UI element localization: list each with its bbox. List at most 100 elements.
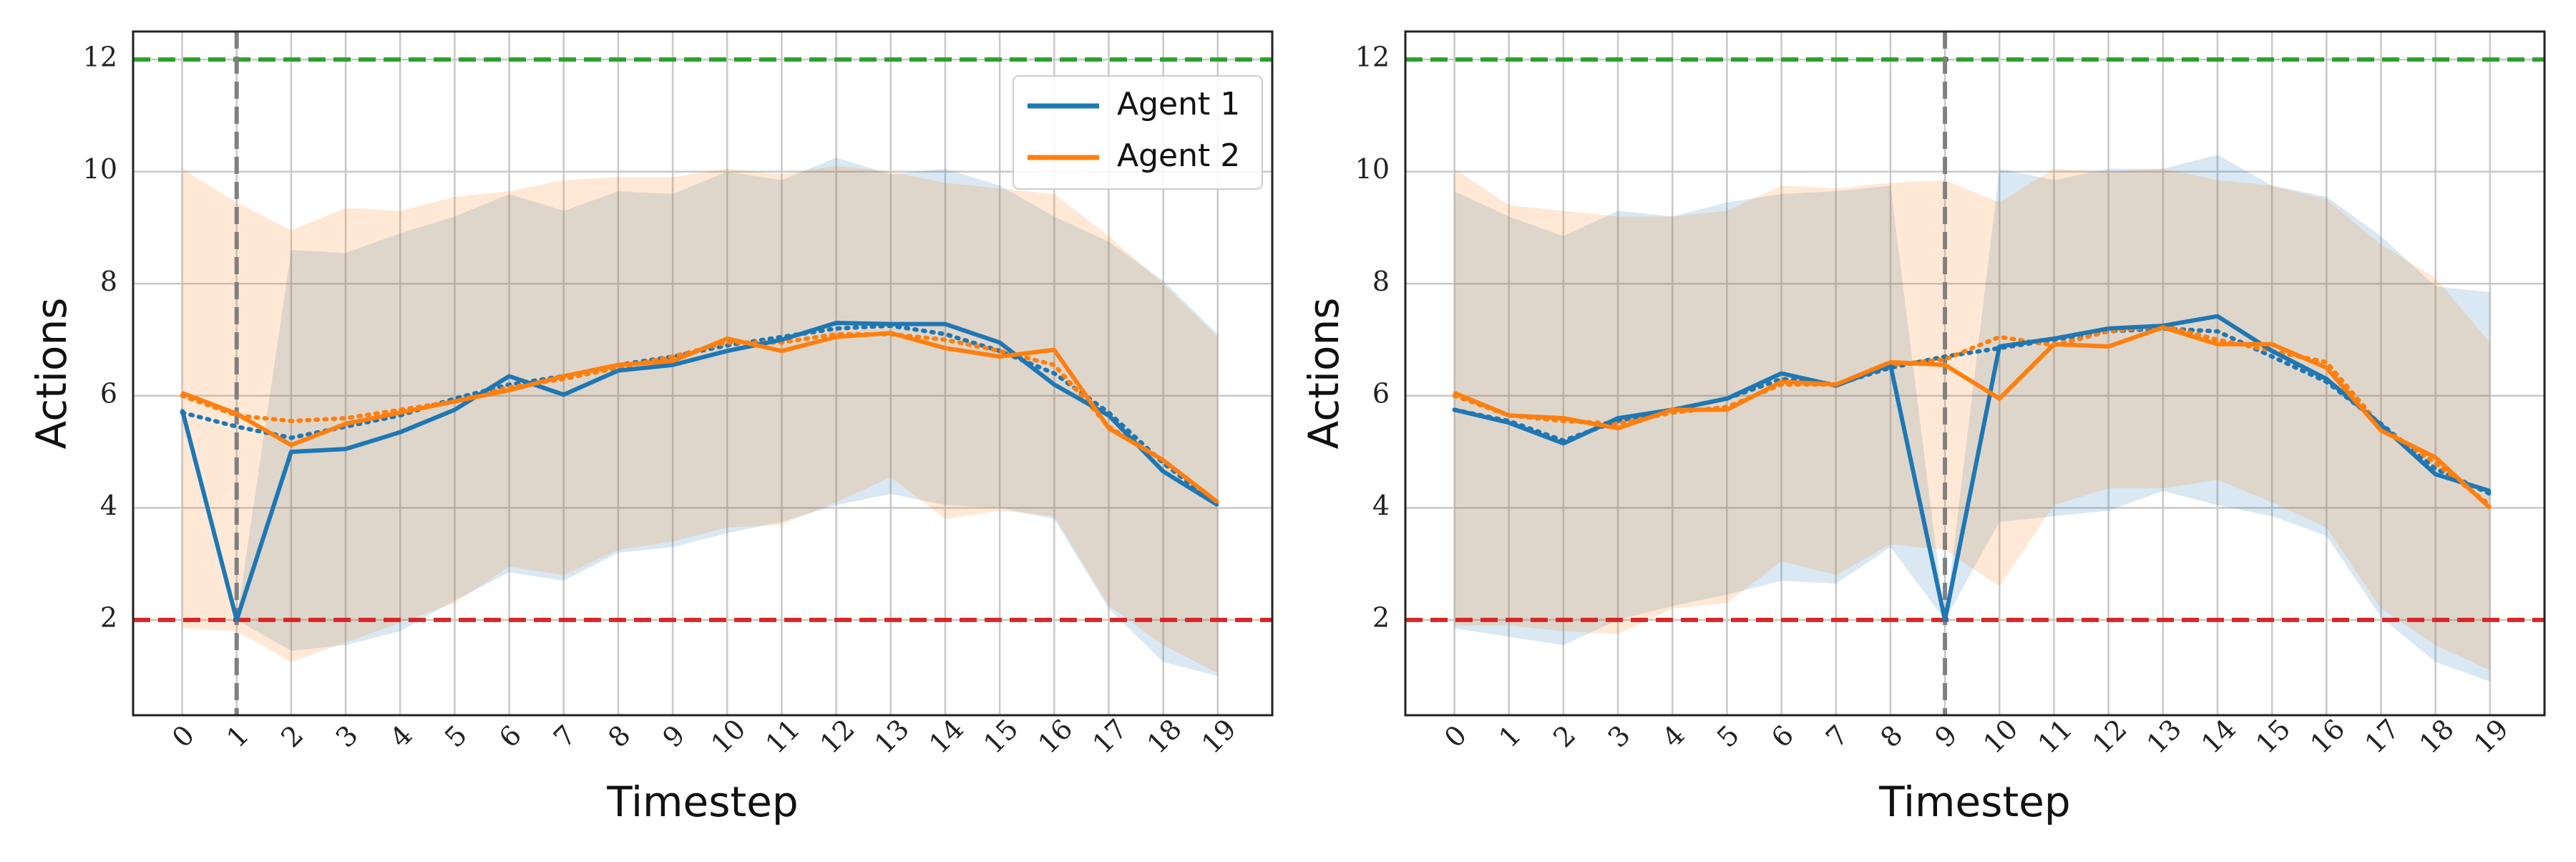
data-point-agent-2 — [780, 349, 783, 352]
data-point-agent-1 — [944, 323, 947, 326]
x-tick-label: 18 — [1141, 713, 1188, 760]
data-point-agent-2 — [726, 337, 728, 340]
data-point-agent-1 — [1780, 372, 1783, 374]
data-point-agent-2 — [1562, 417, 1565, 420]
data-point-agent-1 — [1998, 345, 2001, 348]
data-point-agent-2 — [344, 422, 347, 425]
data-point-agent-2 — [889, 331, 892, 334]
data-point-agent-1 — [998, 341, 1001, 344]
data-point-agent-2 — [1835, 383, 1838, 386]
x-tick-label: 8 — [602, 719, 636, 753]
x-tick-label: 4 — [384, 719, 419, 753]
trend-line-agent-2 — [1452, 323, 2492, 508]
y-tick-label: 8 — [1372, 266, 1390, 297]
x-tick-label: 8 — [1874, 719, 1908, 753]
data-point-agent-1 — [562, 393, 565, 396]
x-tick-label: 9 — [657, 719, 691, 753]
trend-line-agent-1 — [1452, 326, 2492, 496]
x-tick-label: 12 — [2086, 713, 2132, 760]
x-tick-label: 7 — [547, 719, 582, 753]
data-point-agent-1 — [835, 321, 838, 324]
data-point-agent-2 — [2107, 345, 2110, 348]
y-tick-label: 12 — [83, 42, 117, 73]
x-tick-label: 11 — [759, 713, 806, 760]
data-point-agent-2 — [2162, 326, 2165, 329]
x-tick-label: 0 — [166, 719, 200, 753]
y-tick-label: 6 — [100, 377, 117, 409]
data-point-agent-2 — [617, 364, 620, 367]
data-point-agent-1 — [2325, 377, 2328, 380]
data-point-agent-2 — [1616, 427, 1619, 430]
series-line-agent-1 — [1453, 314, 2491, 622]
data-point-agent-1 — [2434, 473, 2437, 475]
data-point-agent-2 — [290, 444, 293, 447]
data-point-agent-2 — [1725, 408, 1728, 411]
data-point-agent-2 — [1162, 459, 1165, 462]
y-axis-title: Actions — [1299, 298, 1348, 450]
series-line-agent-2 — [181, 331, 1219, 504]
data-point-agent-2 — [1671, 408, 1674, 411]
x-tick-label: 2 — [1547, 719, 1581, 753]
x-tick-label: 6 — [493, 719, 527, 753]
series-line-agent-2 — [1453, 325, 2492, 510]
x-tick-label: 2 — [275, 719, 309, 753]
data-point-agent-2 — [671, 359, 674, 362]
x-axis-title: Timestep — [606, 778, 798, 826]
data-point-agent-2 — [2379, 429, 2382, 432]
data-point-agent-2 — [1508, 414, 1511, 417]
y-tick-label: 2 — [100, 601, 117, 633]
data-point-agent-1 — [2270, 349, 2273, 352]
data-point-agent-2 — [1053, 349, 1055, 352]
data-point-agent-1 — [508, 374, 511, 377]
confidence-band-agent-1 — [182, 158, 1218, 677]
data-point-agent-1 — [1725, 397, 1728, 400]
x-tick-label: 7 — [1820, 719, 1854, 753]
data-point-agent-1 — [1562, 442, 1565, 445]
data-point-agent-2 — [235, 412, 238, 415]
data-point-agent-2 — [1107, 427, 1110, 430]
plot-area — [133, 32, 1272, 715]
data-point-agent-2 — [1780, 380, 1783, 383]
data-point-agent-2 — [2270, 343, 2273, 346]
x-tick-label: 15 — [977, 713, 1024, 760]
data-point-agent-2 — [1998, 397, 2001, 400]
legend-label: Agent 2 — [1117, 137, 1240, 174]
data-point-agent-1 — [1107, 414, 1110, 417]
right-panel-group: 0 1 2 3 4 5 6 7 8 9 10 11 12 13 14 15 16 17 18 1924681012Ti… — [1299, 30, 2546, 826]
y-tick-label: 2 — [1372, 601, 1390, 633]
data-point-agent-2 — [453, 400, 456, 403]
confidence-band-agent-1 — [1454, 155, 2490, 682]
data-point-agent-1 — [2052, 337, 2055, 340]
data-point-agent-1 — [617, 369, 620, 372]
x-tick-label: 6 — [1765, 719, 1800, 753]
x-tick-label: 19 — [1196, 713, 1242, 760]
axes-frame — [132, 30, 1274, 717]
confidence-band-agent-2 — [1454, 168, 2490, 671]
x-tick-label: 5 — [1711, 719, 1745, 753]
y-tick-label: 10 — [83, 153, 117, 185]
data-point-agent-2 — [508, 389, 511, 392]
left-panel-group: 0 1 2 3 4 5 6 7 8 9 10 11 12 13 14 15 16 17 18 1924681012Ti… — [27, 30, 1274, 826]
data-point-agent-2 — [835, 336, 838, 339]
x-tick-label: 12 — [814, 713, 860, 760]
data-point-agent-1 — [2107, 327, 2110, 330]
data-point-agent-1 — [2379, 424, 2382, 427]
data-point-agent-1 — [399, 431, 401, 434]
data-point-agent-2 — [1889, 361, 1892, 364]
legend-label: Agent 1 — [1117, 86, 1240, 122]
y-tick-label: 10 — [1355, 153, 1390, 185]
data-point-agent-1 — [671, 364, 674, 367]
data-point-agent-2 — [1943, 364, 1946, 367]
x-tick-label: 13 — [869, 713, 915, 760]
x-tick-label: 16 — [1032, 713, 1078, 760]
data-point-agent-2 — [562, 374, 565, 377]
data-point-agent-1 — [1162, 470, 1165, 473]
x-tick-label: 13 — [2141, 713, 2187, 760]
x-tick-label: 3 — [329, 719, 364, 753]
x-tick-label: 18 — [2414, 713, 2460, 760]
data-point-agent-2 — [998, 355, 1001, 358]
data-point-agent-1 — [2489, 490, 2492, 493]
data-point-agent-1 — [2216, 315, 2219, 318]
data-point-agent-1 — [889, 323, 892, 326]
x-tick-label: 10 — [1977, 713, 2024, 760]
